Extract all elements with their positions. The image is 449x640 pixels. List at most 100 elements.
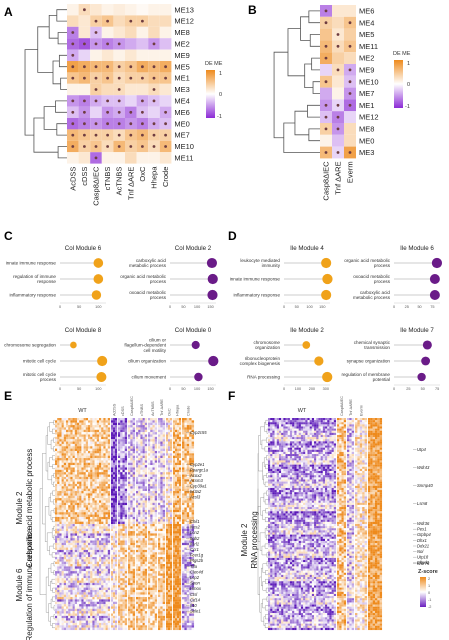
- expression-cell: [160, 604, 163, 607]
- expression-cell: [83, 573, 86, 576]
- expression-cell: [99, 573, 102, 576]
- expression-cell: [83, 580, 86, 583]
- expression-cell: [77, 481, 80, 485]
- column-label: Casp8ΔIEC: [92, 166, 101, 206]
- expression-cell: [88, 446, 91, 449]
- expression-cell: [99, 561, 102, 565]
- expression-cell: [81, 585, 84, 588]
- expression-cell: [115, 601, 118, 605]
- significance-dot: [83, 8, 86, 12]
- expression-cell: [138, 450, 141, 454]
- expression-cell: [57, 453, 60, 456]
- expression-cell: [122, 587, 125, 591]
- expression-cell: [94, 627, 97, 631]
- expression-cell: [88, 608, 91, 612]
- expression-cell: [96, 512, 100, 515]
- expression-cell: [130, 559, 133, 562]
- expression-cell: [103, 422, 106, 426]
- expression-cell: [66, 441, 69, 444]
- expression-cell: [140, 611, 143, 614]
- expression-cell: [152, 505, 155, 508]
- expression-cell: [136, 476, 139, 480]
- expression-cell: [79, 474, 82, 477]
- expression-cell: [70, 441, 73, 444]
- expression-cell: [140, 538, 143, 541]
- expression-cell: [81, 592, 84, 595]
- expression-cell: [138, 427, 141, 430]
- expression-cell: [83, 453, 86, 456]
- expression-cell: [162, 495, 166, 499]
- expression-cell: [120, 420, 123, 423]
- expression-cell: [107, 622, 111, 626]
- expression-cell: [59, 476, 62, 480]
- expression-cell: [150, 420, 153, 423]
- expression-cell: [88, 422, 91, 426]
- expression-cell: [105, 521, 108, 525]
- expression-cell: [144, 476, 148, 480]
- lollipop-bubble: [431, 257, 443, 269]
- expression-cell: [101, 474, 104, 477]
- expression-cell: [154, 604, 158, 607]
- expression-cell: [111, 458, 114, 461]
- expression-cell: [144, 580, 148, 583]
- expression-cell: [74, 446, 78, 449]
- expression-cell: [68, 514, 71, 517]
- expression-cell: [55, 606, 58, 609]
- expression-cell: [70, 564, 73, 567]
- expression-cell: [130, 524, 133, 527]
- expression-cell: [90, 613, 93, 616]
- expression-cell: [115, 545, 118, 548]
- expression-cell: [124, 589, 128, 593]
- expression-cell: [170, 566, 173, 569]
- expression-cell: [162, 604, 166, 607]
- expression-cell: [150, 528, 153, 532]
- expression-cell: [63, 500, 67, 503]
- expression-cell: [105, 571, 108, 574]
- heatmap-cell: [148, 152, 160, 164]
- expression-cell: [96, 538, 100, 541]
- expression-cell: [152, 524, 155, 527]
- expression-cell: [120, 589, 123, 593]
- expression-cell: [144, 524, 148, 527]
- row-label: ME4: [174, 97, 189, 106]
- expression-cell: [118, 604, 121, 607]
- expression-cell: [142, 535, 145, 539]
- expression-cell: [142, 486, 145, 489]
- expression-cell: [83, 521, 86, 525]
- expression-cell: [111, 533, 114, 536]
- expression-cell: [68, 611, 71, 614]
- significance-dot: [324, 103, 328, 107]
- expression-cell: [113, 521, 116, 525]
- expression-cell: [138, 526, 141, 529]
- expression-cell: [113, 474, 116, 477]
- expression-cell: [79, 599, 82, 602]
- expression-cell: [92, 556, 95, 560]
- expression-cell: [103, 505, 106, 508]
- expression-cell: [144, 568, 148, 572]
- expression-cell: [150, 483, 153, 487]
- expression-cell: [136, 622, 139, 626]
- expression-cell: [148, 625, 151, 628]
- expression-cell: [142, 434, 145, 437]
- dendrogram-branch: [37, 26, 54, 73]
- expression-cell: [83, 552, 86, 555]
- expression-cell: [170, 552, 173, 555]
- expression-cell: [138, 514, 141, 517]
- expression-cell: [118, 422, 121, 426]
- expression-cell: [118, 580, 121, 583]
- expression-cell: [68, 606, 71, 609]
- expression-cell: [115, 552, 118, 555]
- expression-cell: [101, 568, 104, 572]
- expression-cell: [107, 611, 111, 614]
- expression-cell: [66, 502, 69, 506]
- heatmap-cell: [113, 15, 125, 27]
- expression-cell: [63, 526, 67, 529]
- significance-dot: [336, 103, 340, 107]
- expression-cell: [160, 516, 163, 520]
- expression-cell: [115, 429, 118, 433]
- expression-cell: [74, 589, 78, 593]
- expression-cell: [166, 439, 169, 442]
- expression-cell: [96, 509, 100, 513]
- expression-cell: [103, 443, 106, 447]
- expression-cell: [88, 627, 91, 631]
